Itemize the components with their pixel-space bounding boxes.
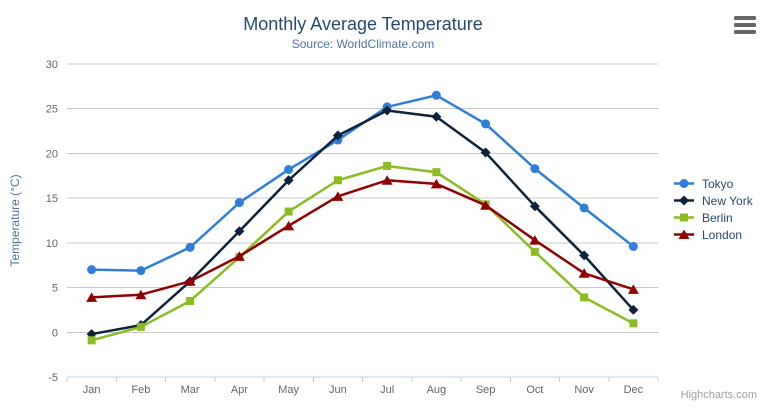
data-point-tokyo [628,241,638,251]
data-point-berlin [629,319,638,328]
credits-link[interactable]: Highcharts.com [680,389,757,401]
data-point-london [86,292,98,302]
series-tokyo [87,90,638,276]
x-axis-label: Oct [526,384,543,396]
data-point-new-york [332,130,343,141]
data-point-london [480,200,492,210]
data-point-new-york [480,147,491,158]
data-point-london [332,191,344,201]
data-point-london [135,289,147,300]
chart-title: Monthly Average Temperature [243,14,483,34]
square-legend-marker-icon [674,213,694,222]
data-point-berlin [383,161,392,170]
data-point-tokyo [284,165,294,175]
y-axis-label: 25 [46,104,58,116]
y-axis-label: 30 [46,59,58,71]
x-axis-label: Apr [231,384,248,396]
y-axis-label: 5 [52,283,58,295]
triangle-legend-marker-icon [674,229,694,239]
legend-label-london: London [702,227,743,242]
triangle-legend-marker [678,229,690,239]
x-axis-label: Aug [427,384,447,396]
data-point-new-york [283,175,294,186]
data-point-berlin [580,293,589,302]
legend-label-new-york: New York [702,193,753,208]
diamond-legend-marker [679,195,689,206]
data-point-new-york [234,226,245,237]
x-axis-label: Nov [574,384,594,396]
circle-legend-marker [679,179,689,188]
data-point-tokyo [530,164,540,174]
diamond-legend-marker-icon [674,195,694,206]
y-axis-label: -5 [48,372,58,384]
data-point-new-york [579,250,590,261]
data-point-berlin [136,322,145,331]
series-line-new-york [90,109,635,336]
x-axis-label: Jul [380,384,394,396]
series-london [86,175,639,302]
data-point-london [430,178,442,189]
series-line-berlin [90,164,635,342]
data-point-london [184,276,196,286]
y-axis-label: 20 [46,148,58,160]
circle-legend-marker-icon [674,179,694,188]
data-point-berlin [186,296,195,305]
legend: Tokyo New York Berlin London [673,175,753,243]
data-point-new-york [431,111,442,122]
data-point-tokyo [579,203,589,213]
data-point-london [381,175,393,185]
legend-label-berlin: Berlin [702,210,733,225]
legend-label-tokyo: Tokyo [702,176,734,191]
data-point-tokyo [87,265,97,275]
data-point-tokyo [234,198,244,208]
data-point-berlin [284,207,293,216]
data-point-berlin [530,247,539,256]
legend-item-london[interactable]: London [673,226,753,243]
x-axis-label: Jun [329,384,347,396]
data-point-tokyo [431,90,441,100]
x-axis-label: Mar [181,384,200,396]
data-point-london [283,220,295,231]
data-point-london [529,235,541,245]
data-point-berlin [333,176,342,185]
x-axis-label: Jan [83,384,101,396]
data-point-tokyo [481,119,491,129]
data-point-tokyo [136,266,146,276]
y-axis-label: 0 [52,327,58,339]
data-point-new-york [529,201,540,212]
data-point-london [578,268,590,278]
data-point-new-york [382,105,393,116]
data-point-new-york [628,304,639,315]
y-axis-title: Temperature (°C) [8,174,22,266]
data-point-london [627,284,639,294]
legend-item-tokyo[interactable]: Tokyo [673,175,753,192]
x-axis-label: Dec [624,384,644,396]
data-point-london [233,251,245,261]
square-legend-marker [680,213,688,222]
chart-subtitle: Source: WorldClimate.com [291,37,435,51]
x-axis-label: Feb [131,384,150,396]
data-point-berlin [432,168,441,177]
x-axis-label: Sep [476,384,496,396]
y-axis-label: 10 [46,238,58,250]
series-line-london [90,179,635,299]
series-new-york [86,105,639,340]
y-axis-label: 15 [46,193,58,205]
context-menu-button[interactable] [733,15,757,35]
legend-item-berlin[interactable]: Berlin [673,209,753,226]
hamburger-icon [733,16,757,34]
legend-item-new-york[interactable]: New York [673,192,753,209]
x-axis-label: May [278,384,299,396]
series-line-tokyo [90,94,635,272]
data-point-tokyo [185,242,195,252]
data-point-berlin [87,336,96,345]
